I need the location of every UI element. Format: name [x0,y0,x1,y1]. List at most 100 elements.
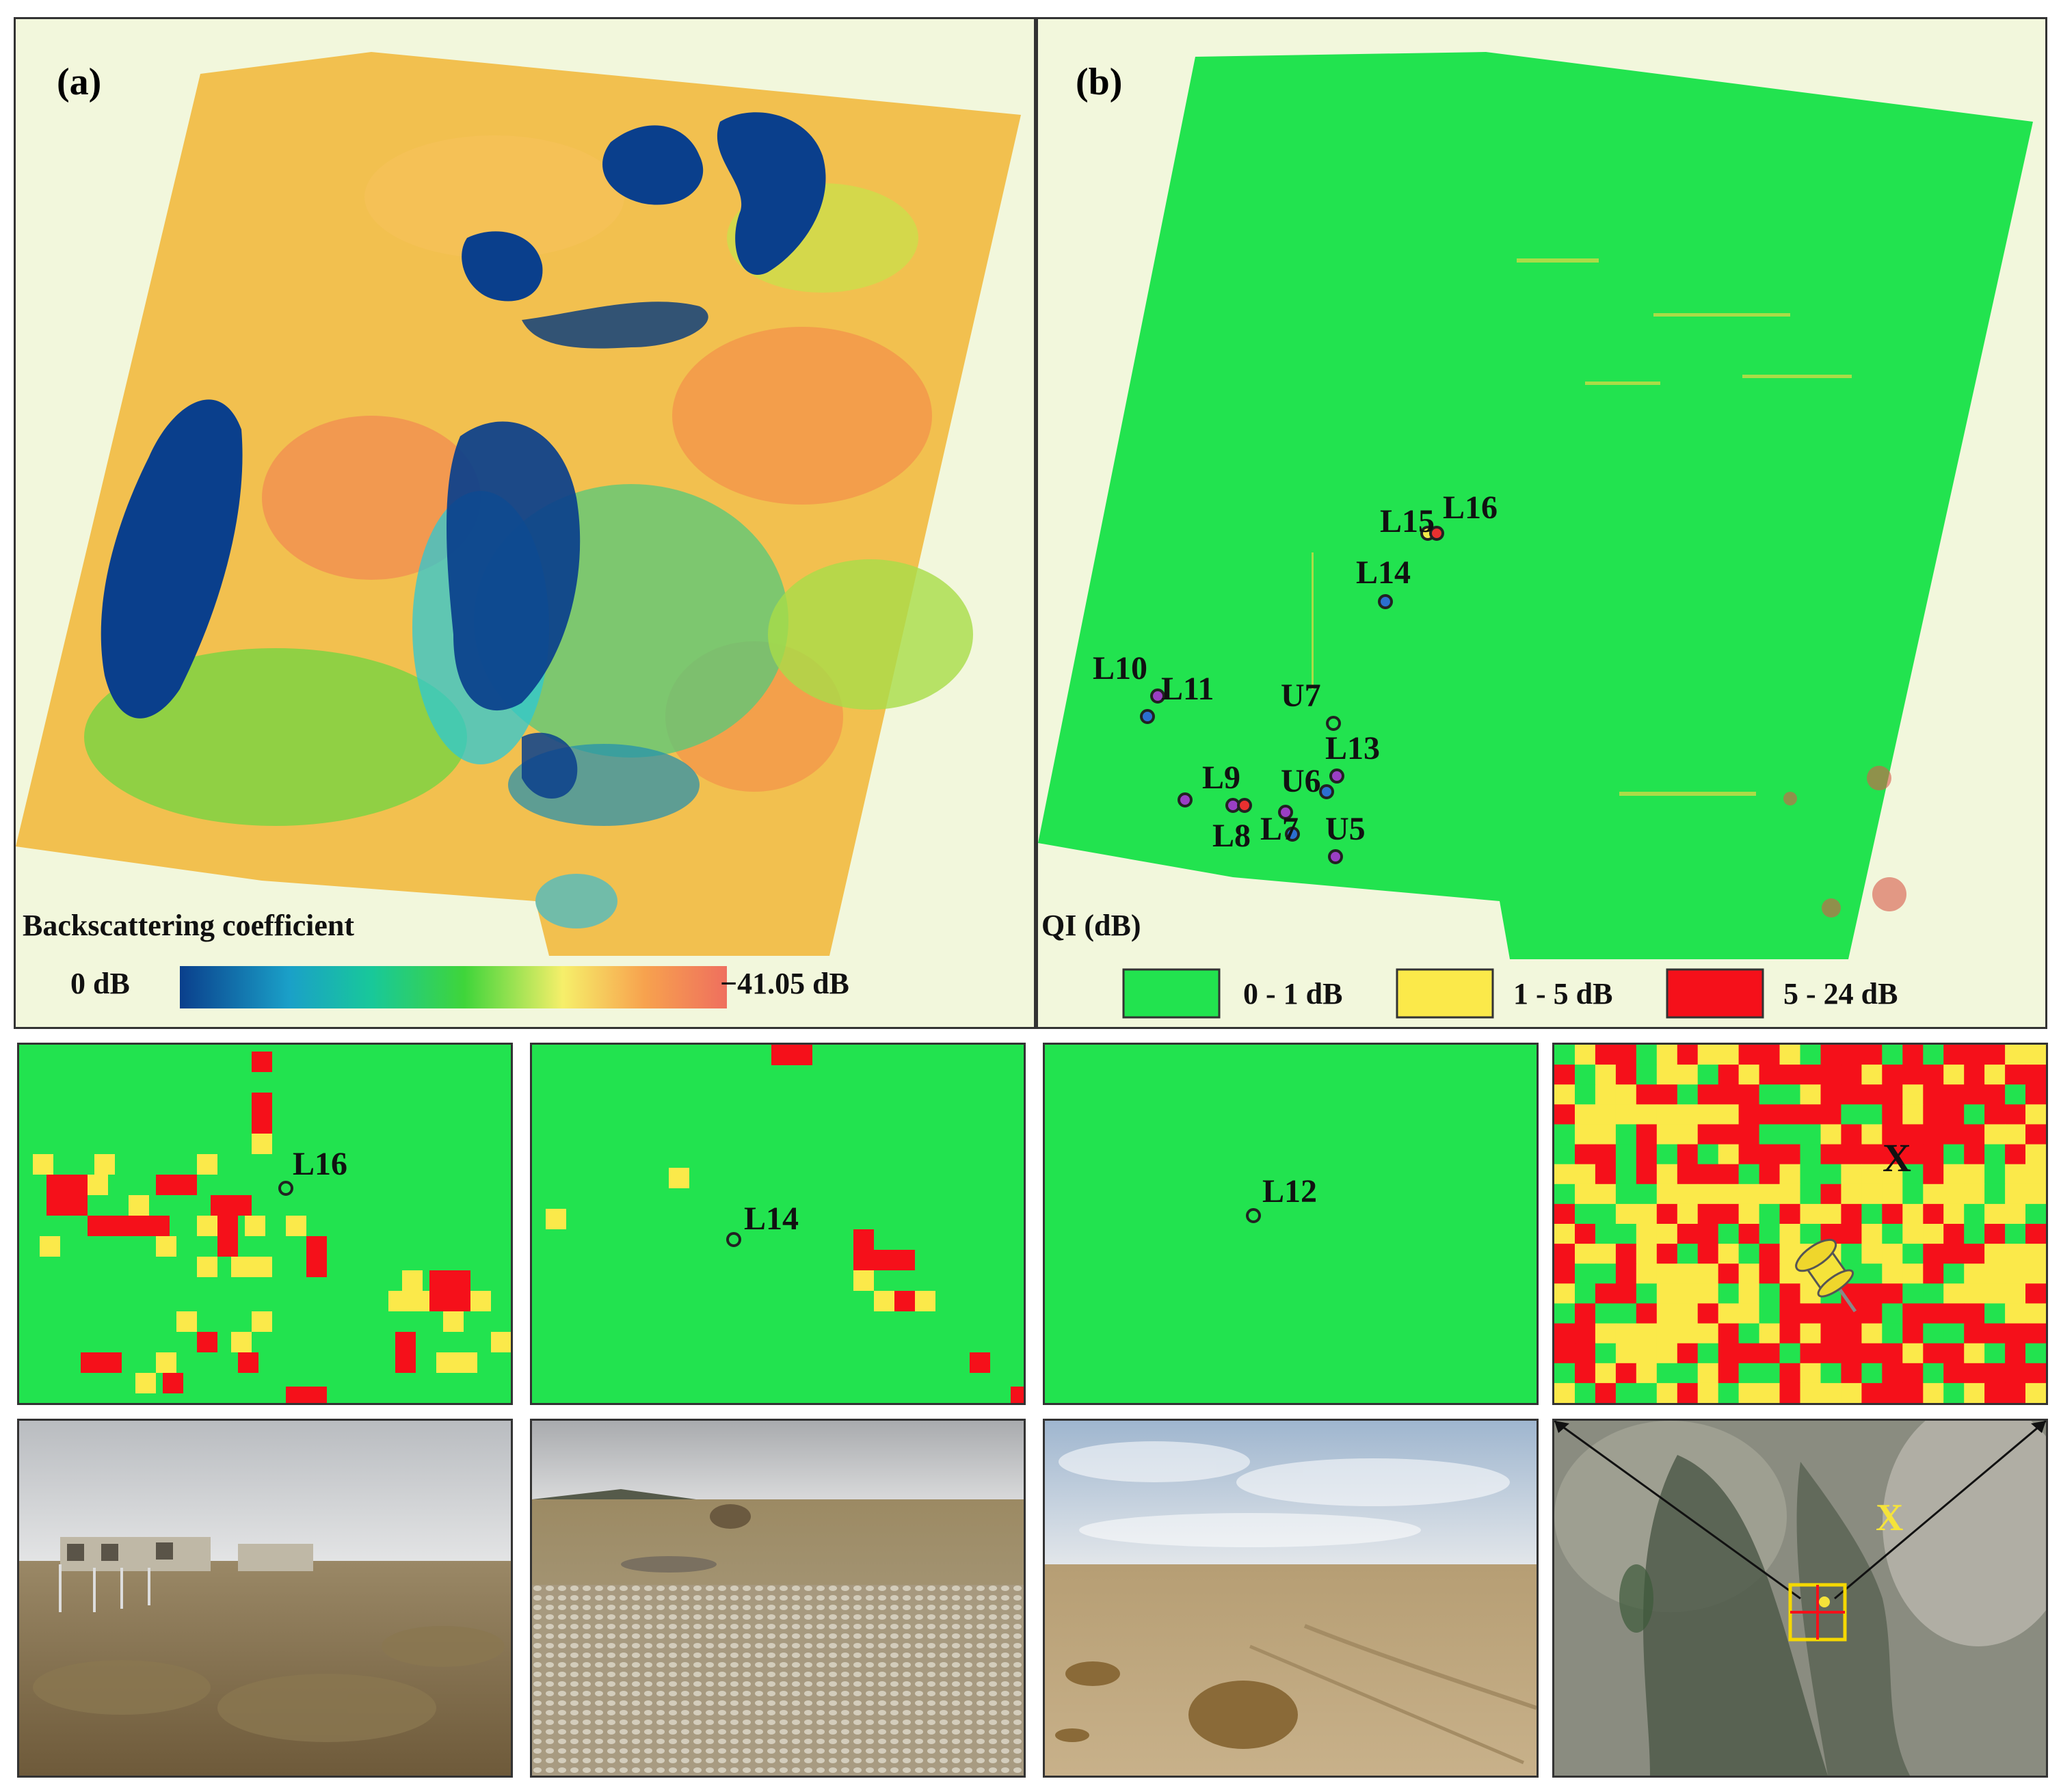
qi-pixel [1595,1144,1617,1165]
qi-pixel [1718,1144,1740,1165]
zoom-L12-marker [1246,1208,1261,1223]
qi-pixel [1841,1323,1862,1344]
qi-pixel [2005,1224,2026,1244]
qi-pixel [1923,1065,1944,1085]
qi-pixel [1677,1164,1699,1185]
qi-pixel [1964,1104,1985,1125]
qi-pixel [1902,1104,1924,1125]
qi-pixel [1923,1343,1944,1364]
qi-pixel [1984,1084,2006,1105]
qi-pixel [1800,1104,1821,1125]
qi-pixel [1943,1124,1965,1145]
qi-pixel [1943,1104,1965,1125]
qi-pixel [1718,1263,1740,1284]
qi-pixel [1779,1323,1800,1344]
qi-pixel [1923,1263,1944,1284]
qi-pixel [1656,1382,1678,1403]
qi-pixel [1677,1283,1699,1304]
qi-pixel [1677,1382,1699,1403]
qi-pixel [1841,1244,1862,1264]
qi-pixel [1800,1363,1821,1384]
qi-pixel [1575,1084,1596,1105]
qi-pixel [1943,1084,1965,1105]
qi-pixel [1738,1283,1760,1304]
zoom-connector-lines [1554,1421,2046,1600]
qi-pixel [1964,1303,1985,1324]
qi-pixel [1738,1303,1760,1324]
qi-pixel [1800,1382,1821,1403]
qi-pixel [1902,1065,1924,1085]
qi-pixel [1656,1065,1678,1085]
qi-pixel [1779,1124,1800,1145]
qi-pixel [1923,1104,1944,1125]
qi-pixel [1636,1343,1658,1364]
backscatter-map: Backscattering coefficient 0 dB −41.05 d… [16,52,1021,1008]
qi-pixel [1595,1045,1617,1065]
qi-pixel [1615,1323,1637,1344]
qi-pixel [1615,1183,1637,1205]
zoom-L12: L12 [1043,1043,1539,1405]
qi-pixel [2025,1164,2046,1185]
qi-pixel [1656,1144,1678,1165]
qi-pixel [2025,1144,2046,1165]
qi-pixel [1759,1382,1781,1403]
qi-pixel [1820,1382,1841,1403]
qi-pixel [1984,1323,2006,1344]
qi-pixel [1677,1303,1699,1324]
qi-pixel [1656,1124,1678,1145]
qi-pixel [1718,1363,1740,1384]
qi-pixel [1902,1124,1924,1145]
qi-pixel [1779,1343,1800,1364]
qi-pixel [1636,1263,1658,1284]
qi-pixel [1820,1124,1841,1145]
qi-pixel [1636,1224,1658,1244]
qi-pixel [1636,1244,1658,1264]
qi-pixel [1902,1045,1924,1065]
qi-pixel [1697,1183,1719,1205]
qi-pixel [1943,1363,1965,1384]
qi-pixel [1820,1363,1841,1384]
qi-pixel [1779,1183,1800,1205]
qi-pixel [1800,1203,1821,1225]
qi-pixel [1943,1263,1965,1284]
qi-pixel [1779,1104,1800,1125]
qi-pixel [1964,1263,1985,1284]
zoom-X: X [1552,1043,2048,1405]
qi-pixel [1964,1065,1985,1085]
qi-pixel [1923,1124,1944,1145]
qi-pixel [1820,1045,1841,1065]
qi-pixel [1677,1144,1699,1165]
qi-pixel [1697,1323,1719,1344]
qi-pixel [1677,1045,1699,1065]
qi-pixel [2025,1363,2046,1384]
qi-pixel [1656,1244,1678,1264]
qi-pixel [1882,1263,1903,1284]
qi-pixel [1738,1263,1760,1284]
qi-pixel [1718,1104,1740,1125]
west-aral-water [101,399,243,719]
qi-noise [1312,258,1852,796]
qi-pixel [1615,1045,1637,1065]
panel-b: L16 L15 L14 L10 L11 U7 L13 L9 U6 L8 L7 U… [1036,17,2047,1029]
qi-pixel [1984,1224,2006,1244]
qi-pixel [1677,1244,1699,1264]
qi-pixel [1984,1203,2006,1225]
qi-pixel [1677,1203,1699,1225]
qi-pixel [1861,1263,1883,1284]
qi-pixel [2005,1164,2026,1185]
qi-pixel [1554,1183,1575,1205]
qi-pixel [1718,1224,1740,1244]
qi-pixel [1923,1084,1944,1105]
legend-swatch-yellow [1396,968,1494,1019]
qi-pixel [1882,1323,1903,1344]
qi-pixel [1738,1224,1760,1244]
qi-pixel [1677,1323,1699,1344]
qi-pixel [1779,1283,1800,1304]
qi-pixel [1636,1144,1658,1165]
qi-pixel [2025,1124,2046,1145]
qi-pixel [1984,1045,2006,1065]
qi-pixel [2005,1263,2026,1284]
qi-pixel [1943,1323,1965,1344]
qi-pixel [1861,1203,1883,1225]
qi-pixel [1697,1283,1719,1304]
